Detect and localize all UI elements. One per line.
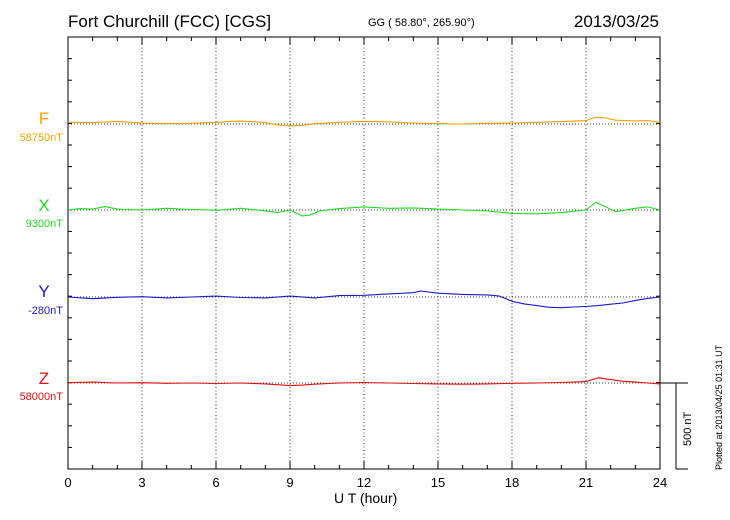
station-coordinates: GG ( 58.80°, 265.90°) [368, 17, 475, 29]
baseline-label-y: -280nT [28, 305, 63, 317]
series-name-y: Y [38, 282, 49, 301]
grid-lines [141, 37, 587, 469]
series-line-z [67, 377, 661, 387]
x-tick-label: 15 [431, 475, 445, 490]
page-title: Fort Churchill (FCC) [CGS] [68, 12, 272, 31]
axis-ticks [67, 37, 661, 469]
x-tick-label: 6 [212, 475, 219, 490]
plot-frame [67, 36, 661, 470]
baseline-label-f: 58750nT [20, 132, 64, 144]
series-lines [67, 116, 661, 387]
series-line-y [67, 290, 661, 309]
x-tick-label: 24 [653, 475, 667, 490]
series-line-f [67, 116, 661, 127]
x-tick-label: 12 [357, 475, 371, 490]
plotted-timestamp: Plotted at 2013/04/25 01:31 UT [714, 344, 724, 470]
series-name-z: Z [39, 369, 49, 388]
plot-date: 2013/03/25 [573, 12, 659, 31]
x-axis-label: U T (hour) [334, 490, 398, 506]
x-tick-label: 9 [286, 475, 293, 490]
series-name-f: F [39, 109, 49, 128]
series-name-x: X [38, 196, 49, 215]
baseline-label-z: 58000nT [20, 391, 64, 403]
x-tick-labels: 0 3 6 9 12 15 18 21 24 [64, 475, 667, 490]
x-tick-label: 3 [138, 475, 145, 490]
series-labels: F 58750nT X 9300nT Y -280nT Z 58000nT [20, 109, 64, 403]
x-tick-label: 18 [505, 475, 519, 490]
scale-bar-label: 500 nT [682, 411, 694, 446]
x-tick-label: 21 [579, 475, 593, 490]
series-line-x [67, 201, 661, 217]
baseline-label-x: 9300nT [26, 218, 64, 230]
scale-bar [660, 382, 688, 470]
x-tick-label: 0 [64, 475, 71, 490]
